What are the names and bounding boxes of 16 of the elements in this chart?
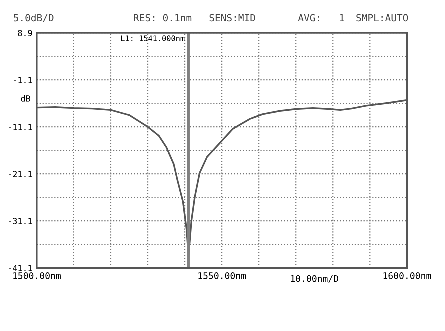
x-tick-label: 1500.00nm: [14, 272, 61, 280]
y-tick-label: -1.1: [14, 77, 32, 84]
y-tick-label: -31.1: [9, 218, 32, 224]
text: SENS:MID: [210, 14, 256, 22]
x-axis-title: 10.00nm/D: [291, 275, 339, 283]
text: AVG: 1: [298, 14, 344, 22]
y-axis-title: dB: [21, 95, 30, 102]
y-tick-label: 8.9: [18, 30, 32, 36]
y-tick-label: -41.1: [9, 265, 32, 272]
text: RES: 0.1nm: [134, 14, 192, 22]
x-tick-label: 1600.00nm: [384, 272, 432, 280]
x-tick-label: 1550.00nm: [198, 272, 246, 280]
y-tick-label: -11.1: [9, 124, 32, 130]
text: SMPL:AUTO: [356, 14, 408, 22]
y-tick-label: -21.1: [9, 171, 32, 178]
text: 5.0dB/D: [14, 14, 54, 22]
